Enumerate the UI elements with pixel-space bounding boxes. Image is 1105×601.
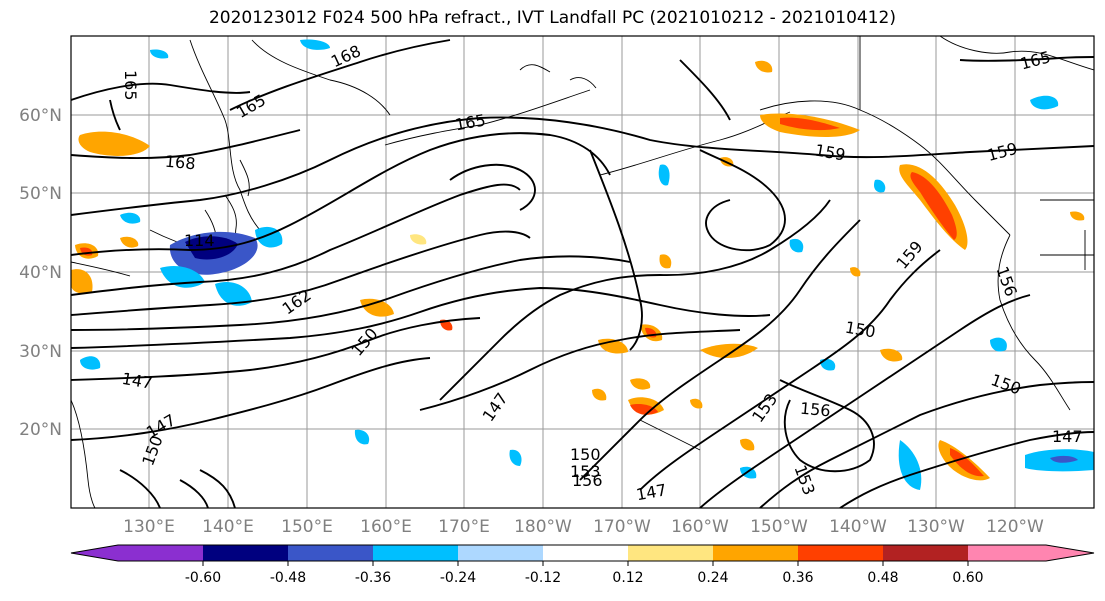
map-frame: [70, 35, 1095, 509]
lon-label: 170°W: [593, 517, 651, 537]
colorbar-bin: [288, 545, 373, 561]
lon-label: 120°W: [986, 517, 1044, 537]
lon-label: 150°E: [281, 517, 333, 537]
colorbar-outline: [70, 544, 1095, 562]
contour-label: 150: [570, 445, 601, 464]
colorbar-bin: [118, 545, 203, 561]
lon-label: 160°E: [360, 517, 412, 537]
positive-anomaly-fills: [71, 60, 1085, 481]
colorbar-extend-low: [71, 545, 118, 561]
colorbar-tick-label: -0.36: [355, 570, 391, 586]
lon-label: 170°E: [438, 517, 490, 537]
lon-label: 140°W: [829, 517, 887, 537]
colorbar-tick-label: 0.60: [952, 570, 983, 586]
colorbar-bin: [458, 545, 543, 561]
colorbar-bin: [968, 545, 1046, 561]
colorbar-bin: [373, 545, 458, 561]
lat-label: 20°N: [19, 420, 62, 440]
colorbar: -0.60 -0.48 -0.36 -0.24 -0.12 0.12 0.24 …: [70, 544, 1095, 586]
lat-label: 60°N: [19, 106, 62, 126]
contour-label: 156: [799, 399, 831, 421]
colorbar-extend-high: [1046, 545, 1094, 561]
graticule: [71, 36, 1094, 508]
contour-label: 156: [572, 471, 603, 490]
colorbar-bin: [203, 545, 288, 561]
latitude-labels: 60°N 50°N 40°N 30°N 20°N: [19, 106, 62, 440]
colorbar-bin: [628, 545, 713, 561]
colorbar-bin: [713, 545, 798, 561]
colorbar-tick-label: 0.24: [697, 570, 728, 586]
colorbar-bin: [543, 545, 628, 561]
lon-label: 150°W: [750, 517, 808, 537]
contour-label: 168: [164, 152, 196, 174]
lon-label: 130°E: [123, 517, 175, 537]
map-title: 2020123012 F024 500 hPa refract., IVT La…: [208, 8, 896, 28]
colorbar-bin: [798, 545, 883, 561]
contour-label: 114: [184, 231, 215, 250]
lon-label: 180°W: [514, 517, 572, 537]
colorbar-tick-label: -0.60: [185, 570, 221, 586]
lat-label: 30°N: [19, 342, 62, 362]
colorbar-tick-label: 0.12: [612, 570, 643, 586]
colorbar-tick-label: 0.48: [867, 570, 898, 586]
contour-lines: [71, 39, 1094, 508]
lon-label: 130°W: [907, 517, 965, 537]
contour-label: 165: [121, 70, 140, 101]
negative-anomaly-fills: [80, 39, 1094, 490]
colorbar-tick-label: -0.24: [440, 570, 476, 586]
colorbar-bin: [883, 545, 968, 561]
colorbar-tick-label: -0.12: [525, 570, 561, 586]
lat-label: 50°N: [19, 184, 62, 204]
lat-label: 40°N: [19, 263, 62, 283]
lon-label: 140°E: [202, 517, 254, 537]
contour-label: 147: [1052, 427, 1083, 446]
contour-label: 153: [570, 462, 601, 481]
longitude-labels: 130°E 140°E 150°E 160°E 170°E 180°W 170°…: [123, 517, 1044, 537]
colorbar-tick-label: -0.48: [270, 570, 306, 586]
colorbar-tick-label: 0.36: [782, 570, 813, 586]
lon-label: 160°W: [671, 517, 729, 537]
